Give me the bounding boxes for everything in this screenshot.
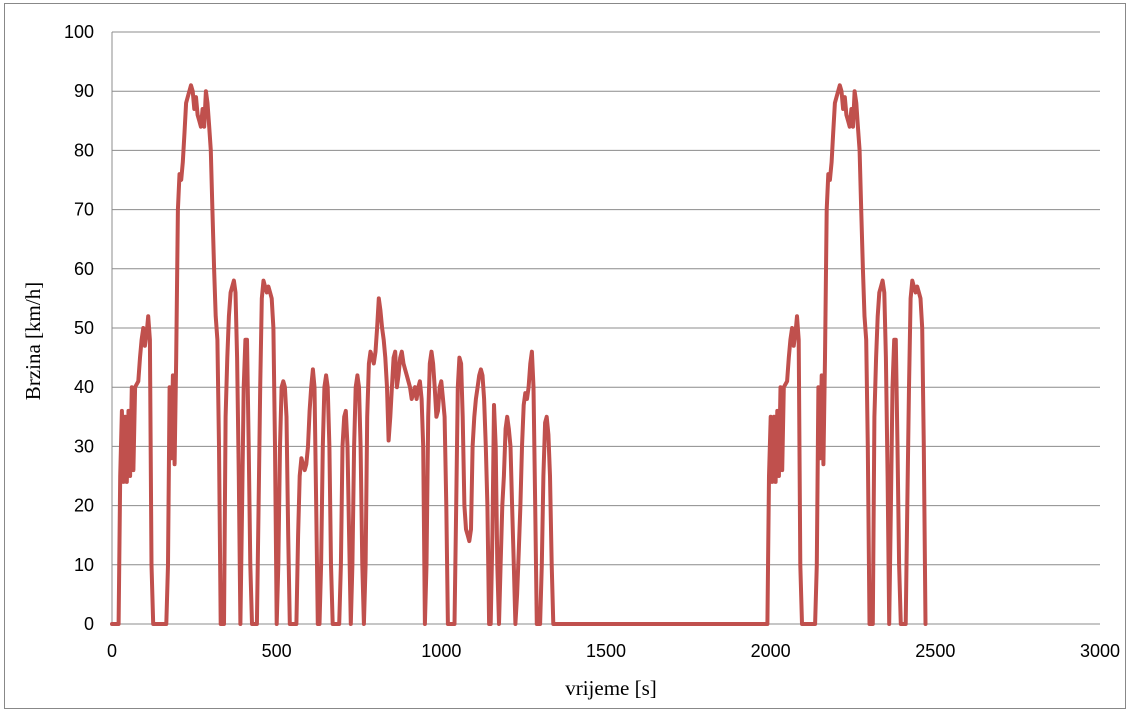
series-group bbox=[110, 83, 928, 626]
y-tick-label-20: 20 bbox=[74, 496, 94, 516]
x-axis-title: vrijeme [s] bbox=[565, 676, 657, 700]
y-tick-label-0: 0 bbox=[84, 614, 94, 634]
y-tick-label-50: 50 bbox=[74, 318, 94, 338]
chart-frame bbox=[4, 3, 1126, 709]
x-tick-label-2000: 2000 bbox=[751, 641, 791, 661]
x-tick-label-500: 500 bbox=[262, 641, 292, 661]
y-tick-labels: 0 10 20 30 40 50 60 70 80 90 100 bbox=[64, 22, 94, 634]
y-axis-title: Brzina [km/h] bbox=[21, 282, 45, 400]
x-tick-labels: 0 500 1000 1500 2000 2500 3000 bbox=[107, 641, 1120, 661]
series-line-0 bbox=[110, 83, 928, 626]
y-tick-label-40: 40 bbox=[74, 377, 94, 397]
x-tick-label-0: 0 bbox=[107, 641, 117, 661]
x-tick-label-1500: 1500 bbox=[586, 641, 626, 661]
x-tick-label-2500: 2500 bbox=[915, 641, 955, 661]
x-tick-label-3000: 3000 bbox=[1080, 641, 1120, 661]
y-tick-label-100: 100 bbox=[64, 22, 94, 42]
y-tick-label-30: 30 bbox=[74, 436, 94, 456]
y-tick-label-70: 70 bbox=[74, 200, 94, 220]
y-tick-label-90: 90 bbox=[74, 81, 94, 101]
x-tick-label-1000: 1000 bbox=[421, 641, 461, 661]
y-tick-label-80: 80 bbox=[74, 140, 94, 160]
y-tick-label-60: 60 bbox=[74, 259, 94, 279]
y-tick-label-10: 10 bbox=[74, 555, 94, 575]
